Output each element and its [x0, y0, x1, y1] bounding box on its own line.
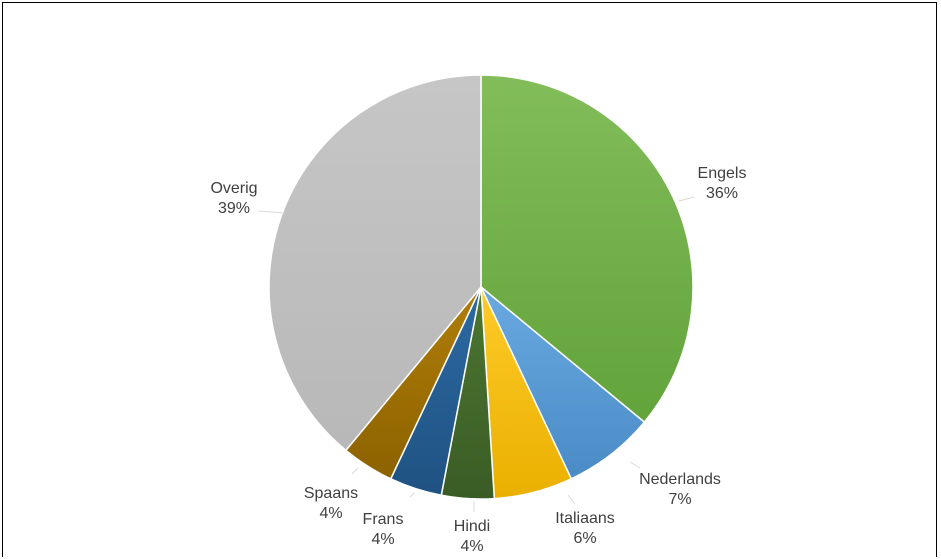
data-label-percent-frans: 4%: [371, 531, 394, 548]
leader-line-spaans: [351, 467, 359, 475]
data-label-category-hindi: Hindi: [454, 518, 490, 535]
data-label-percent-italiaans: 6%: [573, 530, 596, 547]
leader-line-nederlands: [629, 461, 641, 469]
leader-line-overig: [257, 210, 286, 214]
pie-data-labels: Engels 36% Nederlands 7% Italiaans 6% Hindi 4% F…: [210, 165, 746, 555]
data-label-percent-nederlands: 7%: [668, 491, 691, 508]
data-label-category-nederlands: Nederlands: [639, 471, 721, 488]
pie-leader-lines: [257, 196, 695, 512]
data-label-category-spaans: Spaans: [304, 485, 358, 502]
data-label-category-engels: Engels: [698, 165, 747, 182]
data-label-category-frans: Frans: [363, 511, 404, 528]
pie-slice-overig: [268, 74, 482, 452]
data-label-percent-hindi: 4%: [460, 538, 483, 555]
data-label-category-italiaans: Italiaans: [555, 510, 615, 527]
pie-slices: [268, 74, 694, 500]
pie-slice-engels: [480, 74, 694, 424]
data-label-category-overig: Overig: [210, 180, 257, 197]
data-label-percent-overig: 39%: [218, 200, 250, 217]
leader-line-engels: [678, 196, 695, 202]
data-label-percent-engels: 36%: [706, 185, 738, 202]
data-label-percent-spaans: 4%: [319, 505, 342, 522]
leader-line-frans: [409, 492, 415, 498]
leader-line-italiaans: [567, 494, 576, 505]
